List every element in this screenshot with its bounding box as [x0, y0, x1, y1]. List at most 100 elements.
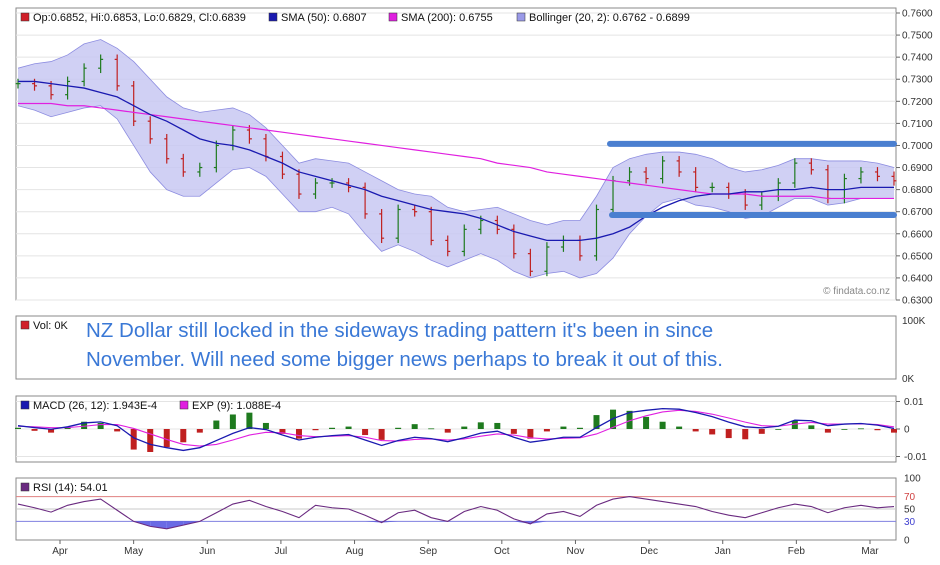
macd-histogram-bar: [560, 426, 567, 429]
macd-histogram-bar: [643, 416, 650, 429]
macd-histogram-bar: [378, 429, 385, 440]
annotation-line-2: November. Will need some bigger news per…: [86, 348, 723, 371]
macd-histogram-bar: [31, 429, 38, 431]
macd-histogram-bar: [494, 422, 501, 429]
x-tick-label: Jan: [715, 546, 731, 557]
macd-line: [17, 407, 895, 452]
x-tick-label: Sep: [419, 546, 437, 557]
macd-histogram-bar: [81, 421, 88, 429]
price-tick-label: 0.7600: [902, 9, 933, 20]
macd-histogram-bar: [329, 427, 336, 429]
x-tick-label: Dec: [640, 546, 658, 557]
macd-histogram: [15, 409, 897, 452]
macd-histogram-bar: [130, 429, 137, 450]
macd-histogram-bar: [180, 429, 187, 443]
macd-histogram-bar: [147, 429, 154, 452]
macd-histogram-bar: [610, 409, 617, 429]
macd-tick-label: 0.01: [904, 397, 924, 408]
price-tick-label: 0.7100: [902, 119, 933, 130]
exp-legend-swatch: [179, 400, 189, 410]
macd-legend-swatch: [20, 400, 30, 410]
annotation-line-1: NZ Dollar still locked in the sideways t…: [86, 319, 713, 342]
bollinger-upper-line: [17, 39, 895, 226]
macd-histogram-bar: [709, 429, 716, 435]
x-axis: Apr May Jun Jul Aug Sep Oct Nov Dec Jan Feb Mar: [52, 540, 879, 557]
watermark: © findata.co.nz: [823, 286, 890, 297]
macd-histogram-bar: [477, 422, 484, 429]
x-tick-label: Jul: [275, 546, 288, 557]
macd-histogram-bar: [824, 429, 831, 433]
macd-histogram-bar: [808, 425, 815, 429]
macd-histogram-bar: [246, 412, 253, 429]
macd-gridlines: [16, 401, 896, 457]
macd-axis-ticks: 0.01 0 -0.01: [896, 397, 927, 463]
macd-histogram-bar: [345, 426, 352, 429]
macd-histogram-bar: [48, 429, 55, 433]
macd-histogram-bar: [874, 429, 881, 431]
macd-histogram-bar: [196, 429, 203, 433]
rsi-tick-label: 0: [904, 536, 910, 547]
macd-legend: MACD (26, 12): 1.943E-4 EXP (9): 1.088E-…: [20, 400, 281, 412]
price-tick-label: 0.7200: [902, 97, 933, 108]
price-tick-label: 0.6600: [902, 229, 933, 240]
macd-histogram-bar: [510, 429, 517, 434]
macd-histogram-bar: [295, 429, 302, 439]
macd-histogram-bar: [213, 420, 220, 429]
macd-histogram-bar: [362, 429, 369, 436]
price-tick-label: 0.6500: [902, 251, 933, 262]
macd-tick-label: -0.01: [904, 452, 927, 463]
macd-histogram-bar: [428, 428, 435, 430]
x-tick-label: Feb: [788, 546, 806, 557]
macd-histogram-bar: [742, 429, 749, 440]
macd-histogram-bar: [395, 427, 402, 429]
x-tick-label: Nov: [567, 546, 585, 557]
x-tick-label: May: [124, 546, 143, 557]
price-tick-label: 0.6400: [902, 273, 933, 284]
macd-histogram-bar: [114, 429, 121, 432]
macd-histogram-bar: [725, 429, 732, 439]
price-tick-label: 0.6800: [902, 185, 933, 196]
rsi-line: [17, 496, 895, 530]
price-axis-ticks: 0.7600 0.7500 0.7400 0.7300 0.7200 0.7100 0.70…: [896, 9, 933, 307]
price-tick-label: 0.7500: [902, 31, 933, 42]
rsi-oversold-fill: [513, 521, 531, 524]
volume-bottom-label: 0K: [902, 374, 915, 385]
macd-histogram-bar: [15, 427, 21, 429]
ohlc-legend-swatch: [20, 12, 30, 22]
exp-legend-text: EXP (9): 1.088E-4: [192, 400, 281, 412]
x-tick-label: Apr: [52, 546, 68, 557]
bollinger-legend: Bollinger (20, 2): 0.6762 - 0.6899: [529, 12, 690, 24]
macd-histogram-bar: [229, 414, 236, 429]
price-tick-label: 0.7300: [902, 75, 933, 86]
sma200-legend-swatch: [388, 12, 398, 22]
macd-histogram-bar: [692, 429, 699, 432]
price-legend: Op:0.6852, Hi:0.6853, Lo:0.6829, Cl:0.68…: [20, 12, 690, 24]
rsi-oversold-fill: [150, 521, 167, 529]
volume-legend: Vol: 0K: [33, 320, 69, 332]
macd-histogram-bar: [97, 422, 104, 429]
macd-histogram-bar: [312, 429, 319, 431]
rsi-oversold-fill: [166, 521, 184, 529]
x-tick-label: Jun: [199, 546, 215, 557]
macd-legend-text: MACD (26, 12): 1.943E-4: [33, 400, 157, 412]
macd-histogram-bar: [791, 420, 798, 429]
macd-histogram-bar: [593, 415, 600, 429]
price-tick-label: 0.6700: [902, 207, 933, 218]
x-tick-label: Oct: [494, 546, 510, 557]
macd-histogram-bar: [461, 426, 468, 429]
sma50-line: [18, 80, 894, 242]
price-tick-label: 0.6300: [902, 296, 933, 307]
sma50-legend: SMA (50): 0.6807: [281, 12, 367, 24]
bollinger-band: [18, 39, 894, 278]
macd-histogram-bar: [543, 429, 550, 432]
sma200-legend: SMA (200): 0.6755: [401, 12, 493, 24]
rsi-tick-label: 70: [904, 492, 916, 503]
x-tick-label: Aug: [346, 546, 364, 557]
macd-histogram-bar: [841, 429, 848, 430]
macd-histogram-bar: [576, 427, 583, 429]
ohlc-legend: Op:0.6852, Hi:0.6853, Lo:0.6829, Cl:0.68…: [33, 12, 246, 24]
rsi-tick-label: 30: [904, 517, 916, 528]
